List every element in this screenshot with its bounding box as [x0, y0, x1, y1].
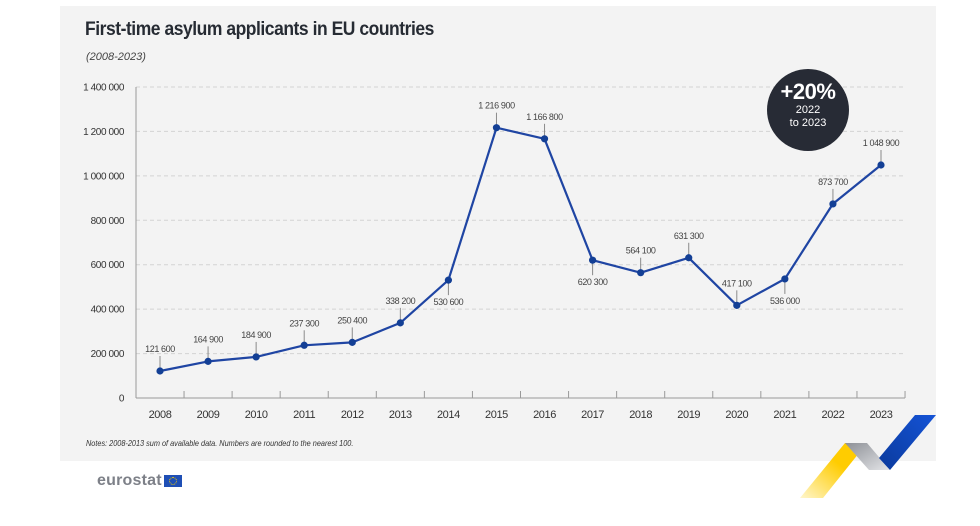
- data-label: 873 700: [818, 177, 848, 187]
- data-point: [877, 161, 885, 169]
- data-point: [781, 275, 789, 283]
- data-label: 1 166 800: [526, 112, 563, 122]
- chart-notes: Notes: 2008-2013 sum of available data. …: [86, 438, 354, 448]
- x-tick-label: 2018: [629, 409, 652, 421]
- eu-flag-icon: [163, 475, 182, 487]
- chart-subtitle: (2008-2023): [86, 51, 146, 63]
- x-tick-label: 2023: [870, 409, 893, 421]
- y-tick-label: 800 000: [91, 216, 125, 227]
- x-tick-label: 2010: [245, 409, 268, 421]
- data-point: [300, 341, 308, 349]
- data-label: 417 100: [722, 278, 752, 288]
- data-label: 164 900: [193, 334, 223, 344]
- y-tick-label: 1 000 000: [83, 171, 125, 182]
- ribbon-grey: [845, 443, 890, 470]
- data-point: [733, 301, 741, 309]
- data-point: [589, 256, 597, 264]
- data-point: [492, 124, 501, 132]
- ribbon-blue: [879, 415, 936, 470]
- series-line: [159, 126, 882, 373]
- logo-text: eurostat: [97, 472, 162, 489]
- data-label: 564 100: [626, 246, 656, 256]
- x-tick-label: 2009: [197, 409, 220, 421]
- data-label: 1 216 900: [478, 101, 515, 111]
- data-label: 536 000: [770, 296, 800, 306]
- eurostat-logo: eurostat: [97, 472, 182, 490]
- data-label: 250 400: [337, 315, 367, 325]
- x-tick-label: 2022: [821, 409, 844, 421]
- data-point: [540, 135, 549, 143]
- data-label: 631 300: [674, 231, 704, 241]
- x-tick-label: 2021: [773, 409, 796, 421]
- chart-title: First-time asylum applicants in EU count…: [85, 19, 434, 40]
- data-label: 620 300: [578, 277, 608, 287]
- data-point: [156, 367, 164, 375]
- badge-period-start: 2022: [795, 104, 821, 116]
- ribbon-yellow: [800, 443, 867, 498]
- data-label: 530 600: [434, 297, 464, 307]
- x-tick-label: 2020: [725, 409, 748, 421]
- data-point: [396, 319, 404, 327]
- x-tick-label: 2008: [149, 409, 172, 421]
- data-label: 184 900: [241, 330, 271, 340]
- data-label: 121 600: [145, 344, 175, 354]
- x-tick-label: 2015: [485, 409, 508, 421]
- data-point: [444, 276, 452, 284]
- badge-percent: +20%: [780, 79, 836, 104]
- y-tick-label: 1 200 000: [83, 127, 125, 138]
- y-tick-label: 200 000: [91, 349, 125, 360]
- change-badge: +20% 2022 to 2023: [767, 69, 849, 151]
- y-tick-label: 0: [119, 394, 125, 405]
- data-label: 237 300: [289, 318, 319, 328]
- y-tick-label: 1 400 000: [83, 83, 125, 94]
- y-tick-label: 400 000: [91, 305, 125, 316]
- data-label: 1 048 900: [863, 138, 900, 148]
- x-tick-label: 2014: [437, 409, 460, 421]
- x-tick-label: 2013: [389, 409, 412, 421]
- x-tick-label: 2011: [293, 409, 315, 421]
- data-point: [204, 357, 212, 365]
- x-tick-label: 2012: [341, 409, 364, 421]
- data-label: 338 200: [385, 296, 415, 306]
- data-point: [685, 254, 693, 262]
- y-tick-label: 600 000: [91, 260, 125, 271]
- x-tick-label: 2016: [533, 409, 556, 421]
- data-point: [829, 200, 837, 208]
- x-tick-label: 2019: [677, 409, 700, 421]
- badge-period-end: to 2023: [789, 117, 827, 129]
- data-point: [252, 353, 260, 361]
- x-tick-label: 2017: [581, 409, 604, 421]
- data-point: [637, 269, 645, 277]
- data-point: [348, 338, 356, 346]
